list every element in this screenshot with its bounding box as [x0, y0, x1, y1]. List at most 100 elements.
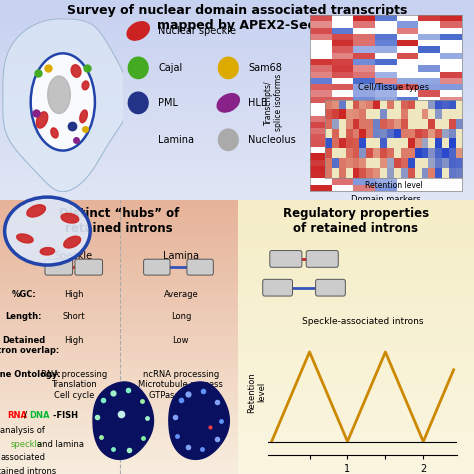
- Bar: [0, 33, 474, 35]
- Bar: [0, 412, 238, 416]
- Bar: [0, 71, 474, 73]
- Bar: [0, 15, 474, 18]
- Bar: [0, 443, 238, 447]
- Bar: [0, 8, 474, 10]
- Bar: [0, 241, 238, 245]
- Bar: [0, 320, 238, 323]
- Bar: [238, 217, 474, 220]
- Bar: [0, 68, 474, 71]
- Bar: [0, 313, 238, 317]
- Bar: [0, 395, 238, 399]
- Ellipse shape: [36, 112, 48, 128]
- Bar: [238, 450, 474, 454]
- Bar: [238, 272, 474, 275]
- Bar: [0, 20, 474, 23]
- Text: ncRNA processing
Microtubule process
GTPase activity: ncRNA processing Microtubule process GTP…: [138, 370, 223, 400]
- Bar: [0, 385, 238, 388]
- Bar: [0, 128, 474, 131]
- Text: DNA: DNA: [29, 411, 49, 420]
- Text: /: /: [24, 411, 27, 420]
- Text: Distinct “hubs” of
retained introns: Distinct “hubs” of retained introns: [59, 207, 179, 235]
- Ellipse shape: [80, 110, 87, 123]
- Bar: [238, 402, 474, 406]
- Bar: [0, 186, 474, 189]
- Text: Detained
intron overlap:: Detained intron overlap:: [0, 336, 59, 355]
- Bar: [0, 166, 474, 169]
- Bar: [0, 91, 474, 93]
- Bar: [0, 292, 238, 296]
- Bar: [238, 234, 474, 237]
- Ellipse shape: [51, 128, 58, 138]
- Text: and lamina: and lamina: [37, 440, 84, 449]
- Bar: [0, 200, 238, 203]
- Bar: [0, 61, 474, 63]
- Bar: [0, 5, 474, 8]
- Bar: [0, 289, 238, 292]
- Bar: [0, 75, 474, 78]
- FancyBboxPatch shape: [144, 259, 170, 275]
- Text: -FISH: -FISH: [50, 411, 78, 420]
- Bar: [0, 392, 238, 395]
- Ellipse shape: [17, 234, 33, 243]
- Text: analysis of: analysis of: [0, 426, 45, 435]
- Bar: [0, 340, 238, 344]
- Bar: [0, 371, 238, 374]
- Title: Speckle-associated introns: Speckle-associated introns: [302, 317, 423, 326]
- Bar: [0, 224, 238, 228]
- Ellipse shape: [40, 247, 55, 255]
- Bar: [0, 184, 474, 186]
- Bar: [238, 361, 474, 365]
- Bar: [238, 286, 474, 289]
- Bar: [0, 18, 474, 20]
- Bar: [238, 354, 474, 357]
- Bar: [238, 371, 474, 374]
- Bar: [238, 237, 474, 241]
- Bar: [238, 471, 474, 474]
- Bar: [238, 310, 474, 313]
- Bar: [0, 262, 238, 265]
- Bar: [0, 174, 474, 176]
- Bar: [0, 131, 474, 134]
- Text: Survey of nuclear domain associated transcripts
mapped by APEX2-Seq: Survey of nuclear domain associated tran…: [67, 4, 407, 32]
- Bar: [0, 327, 238, 330]
- Bar: [0, 237, 238, 241]
- Bar: [238, 265, 474, 268]
- Bar: [238, 251, 474, 255]
- Bar: [238, 440, 474, 443]
- Bar: [0, 13, 474, 15]
- Text: Speckle: Speckle: [55, 251, 93, 261]
- Bar: [0, 2, 474, 5]
- Bar: [0, 402, 238, 406]
- Bar: [0, 231, 238, 234]
- Ellipse shape: [31, 54, 95, 151]
- Bar: [238, 262, 474, 265]
- Bar: [0, 73, 474, 75]
- Bar: [0, 83, 474, 86]
- Bar: [238, 296, 474, 300]
- Bar: [0, 10, 474, 13]
- Bar: [238, 365, 474, 368]
- Text: Long: Long: [171, 312, 191, 321]
- Bar: [238, 210, 474, 214]
- Bar: [0, 138, 474, 141]
- Bar: [0, 55, 474, 58]
- Bar: [238, 347, 474, 351]
- Bar: [238, 357, 474, 361]
- Bar: [238, 344, 474, 347]
- Bar: [238, 419, 474, 423]
- Bar: [238, 330, 474, 334]
- Bar: [238, 429, 474, 433]
- Circle shape: [128, 92, 148, 114]
- Bar: [238, 433, 474, 437]
- Text: Transcripts/
splice isoforms: Transcripts/ splice isoforms: [264, 74, 283, 131]
- Bar: [0, 25, 474, 27]
- Bar: [238, 388, 474, 392]
- Bar: [0, 282, 238, 286]
- Bar: [0, 35, 474, 38]
- Bar: [0, 330, 238, 334]
- Bar: [0, 23, 474, 25]
- Bar: [0, 196, 474, 199]
- Text: High: High: [64, 336, 83, 345]
- Bar: [0, 78, 474, 81]
- Ellipse shape: [64, 236, 81, 248]
